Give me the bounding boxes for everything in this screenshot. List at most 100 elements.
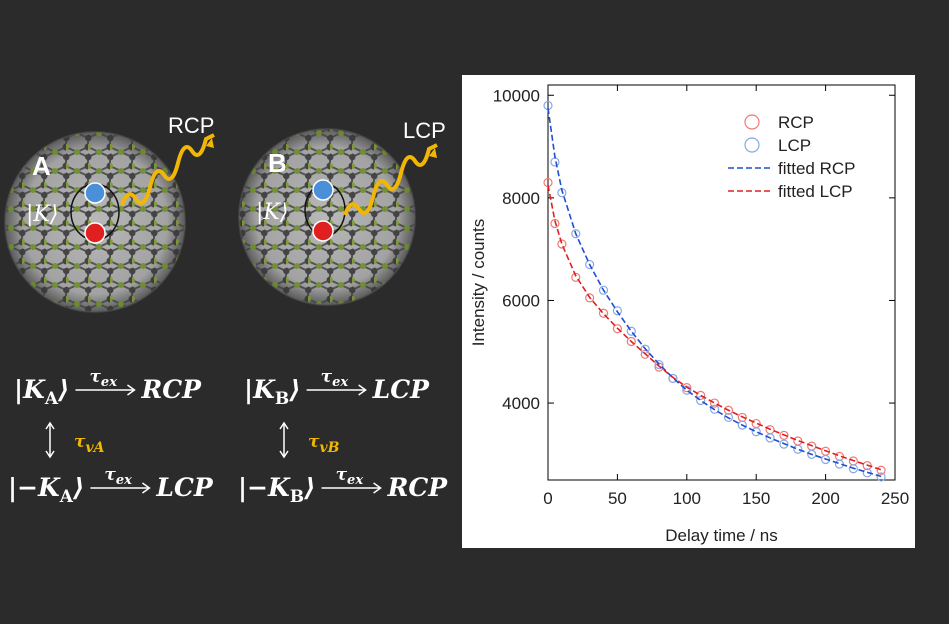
ket: |−K <box>238 473 291 502</box>
arrow-head <box>373 482 382 494</box>
equation-result: LCP <box>372 375 430 404</box>
data-point <box>612 324 623 334</box>
arrow-label: τex <box>336 465 364 488</box>
chart: 4000 6000 8000 10000 0 50 100 150 200 250 Delay ti… <box>469 84 909 545</box>
data-point <box>779 430 789 440</box>
data-point <box>668 373 678 384</box>
legend-marker <box>744 114 760 130</box>
tau: τ <box>321 367 333 387</box>
data-point <box>585 259 595 270</box>
tau: τ <box>308 432 320 452</box>
equation-state: |−KB⟩ <box>238 473 316 507</box>
data-point <box>737 420 747 430</box>
data-point <box>876 472 886 482</box>
data-point <box>807 449 817 459</box>
coupling-label: τvB <box>308 432 340 456</box>
data-point <box>848 464 858 474</box>
x-tick-label: 150 <box>742 489 770 508</box>
equation-result: LCP <box>155 473 213 502</box>
equation-state: |KA⟩ <box>14 375 69 409</box>
ket-subscript: A <box>44 389 59 409</box>
plot-frame <box>547 84 896 481</box>
y-tick-label: 10000 <box>493 86 540 105</box>
y-tick-label: 6000 <box>502 291 540 310</box>
data-point <box>723 405 734 415</box>
tau-subscript: ex <box>101 375 117 390</box>
ket-subscript: B <box>290 487 304 507</box>
ket-label: |K⟩ <box>26 202 58 227</box>
data-point <box>626 326 636 336</box>
arrow-head <box>279 421 289 459</box>
legend-label: RCP <box>778 113 814 132</box>
data-point <box>876 465 886 475</box>
arrow-head <box>45 421 55 459</box>
y-tick-label: 8000 <box>502 189 540 208</box>
data-point <box>709 404 720 414</box>
emission-label: LCP <box>403 118 446 143</box>
data-point <box>571 272 581 282</box>
ket-subscript: B <box>275 389 289 409</box>
tau: τ <box>336 465 348 485</box>
tau: τ <box>74 432 86 452</box>
data-point <box>696 395 706 406</box>
data-point <box>654 359 664 370</box>
data-point <box>709 398 720 408</box>
x-axis-label: Delay time / ns <box>665 526 777 545</box>
data-point <box>571 229 581 239</box>
tau-subscript: ex <box>332 375 348 390</box>
ket-end: ⟩ <box>57 375 69 404</box>
panel-label: A <box>32 151 51 181</box>
y-axis-label: Intensity / counts <box>469 219 488 347</box>
data-point <box>723 412 734 423</box>
ket-end: ⟩ <box>72 473 84 502</box>
fit-line <box>547 107 882 478</box>
legend-marker <box>744 137 760 153</box>
data-point <box>765 433 775 443</box>
y-tick-label: 4000 <box>502 394 540 413</box>
panel-label: B <box>268 148 287 178</box>
data-point <box>696 390 706 400</box>
emission-label: RCP <box>168 113 214 138</box>
x-tick-label: 50 <box>608 489 627 508</box>
arrow-label: τex <box>321 367 349 390</box>
ket: |−K <box>8 473 61 502</box>
data-point <box>779 439 789 449</box>
x-tick-label: 200 <box>811 489 839 508</box>
legend-label: fitted RCP <box>778 159 855 178</box>
coupling-label: τvA <box>74 432 105 456</box>
equations: |KA⟩ τex RCP |KB⟩ τex LCP|−KA⟩ τex LCP |−KB⟩ τex R… <box>8 367 448 507</box>
legend-label: fitted LCP <box>778 182 853 201</box>
data-point <box>640 349 650 359</box>
arrow-head <box>127 384 136 396</box>
ket-subscript: A <box>59 487 74 507</box>
equation-result: RCP <box>387 473 449 502</box>
ket: |K <box>244 375 276 404</box>
equation-state: |KB⟩ <box>244 375 301 409</box>
legend-label: LCP <box>778 136 811 155</box>
data-point <box>626 336 636 347</box>
data-point <box>598 308 609 318</box>
tau-subscript: ex <box>347 473 363 488</box>
data-point <box>598 285 609 295</box>
equation-state: |−KA⟩ <box>8 473 84 507</box>
tau: τ <box>89 367 101 387</box>
arrow-head <box>358 384 367 396</box>
ket-end: ⟩ <box>303 473 315 502</box>
arrow-label: τex <box>104 465 132 488</box>
ket: |K <box>14 375 46 404</box>
data-point <box>585 293 595 303</box>
chart-background <box>462 75 915 548</box>
arrow-head <box>141 482 151 494</box>
x-tick-label: 100 <box>673 489 701 508</box>
x-tick-label: 0 <box>543 489 552 508</box>
panel-a: A |K⟩ RCP <box>4 113 215 313</box>
data-point <box>751 427 761 437</box>
x-tick-label: 250 <box>881 489 909 508</box>
arrow-label: τex <box>89 367 117 390</box>
equation-result: RCP <box>140 375 202 404</box>
data-point <box>550 218 560 229</box>
tau: τ <box>104 465 116 485</box>
tau-subscript: vB <box>319 440 339 456</box>
panel-b: B |K⟩ LCP <box>238 118 446 306</box>
